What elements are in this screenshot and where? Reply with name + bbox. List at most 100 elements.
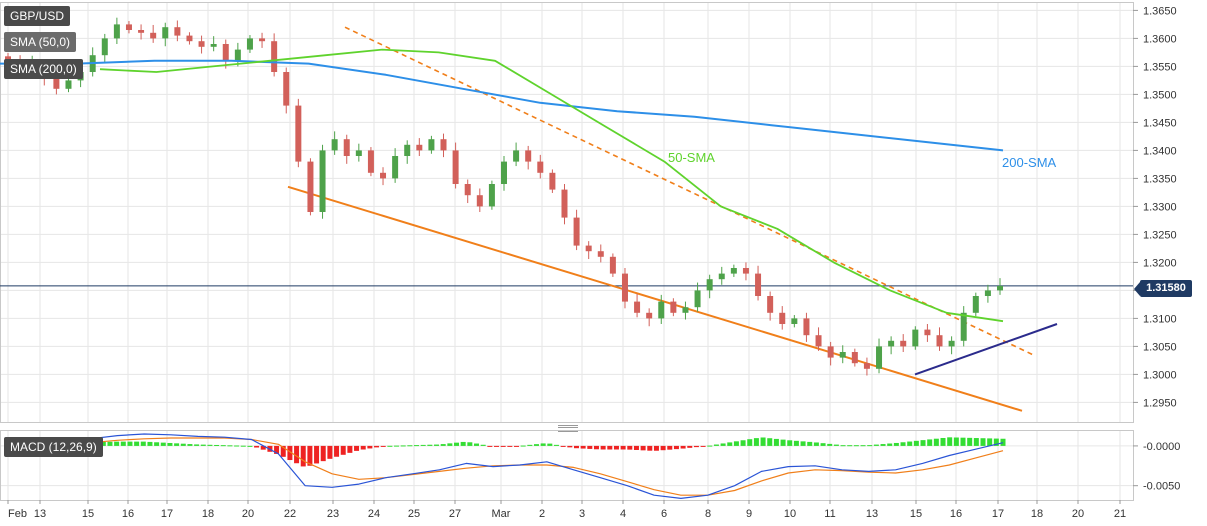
macd-hist-bar-83 — [560, 445, 566, 447]
macd-hist-bar-50 — [340, 445, 346, 455]
candle-body-82 — [997, 285, 1003, 291]
candle-body-81 — [984, 290, 991, 296]
macd-hist-bar-64 — [434, 444, 440, 446]
macd-hist-bar-58 — [394, 445, 400, 447]
macd-hist-bar-111 — [747, 439, 753, 446]
candle-body-64 — [779, 312, 786, 324]
macd-hist-bar-57 — [387, 445, 393, 447]
candle-body-52 — [634, 301, 641, 313]
candle-body-51 — [621, 273, 628, 302]
macd-hist-bar-119 — [800, 441, 806, 446]
macd-hist-bar-92 — [620, 445, 626, 450]
candle-body-11 — [138, 30, 145, 33]
grid — [0, 2, 1133, 500]
candle-body-56 — [682, 307, 689, 313]
macd-hist-bar-30 — [207, 444, 213, 446]
macd-hist-bar-108 — [727, 442, 733, 446]
macd-hist-bar-76 — [513, 445, 519, 447]
main-plot-border — [0, 2, 1134, 423]
x-tick-label-6: 20 — [242, 508, 254, 520]
macd-hist-bar-142 — [953, 437, 959, 446]
macd-hist-bar-116 — [780, 439, 786, 446]
macd-hist-bar-93 — [627, 445, 633, 450]
y-tick-label-9: 1.3200 — [1143, 257, 1177, 269]
macd-hist-bar-20 — [140, 441, 146, 446]
macd-hist-bar-69 — [467, 442, 473, 446]
sma50-line — [99, 48, 1004, 323]
candle-body-67 — [815, 335, 822, 347]
candle-body-75 — [912, 329, 919, 347]
candle-body-39 — [476, 195, 483, 207]
candle-body-22 — [271, 41, 278, 72]
macd-hist-bar-35 — [240, 445, 246, 447]
macd-hist-bar-34 — [234, 445, 240, 447]
macd-hist-bar-77 — [520, 445, 526, 447]
x-tick-label-18: 9 — [746, 508, 752, 520]
macd-hist-bar-38 — [260, 445, 266, 450]
macd-hist-bar-106 — [713, 444, 719, 446]
macd-hist-bar-23 — [160, 442, 166, 446]
x-axis: Feb 13 15 16 17 18 20 22 23 24 25 27 Mar 2 3 4 6 8 9 10 11 13… — [7, 500, 1126, 520]
macd-hist-bar-102 — [687, 445, 693, 448]
x-tick-label-27: 21 — [1114, 508, 1126, 520]
x-tick-label-9: 24 — [368, 508, 380, 520]
candle-body-29 — [355, 150, 362, 156]
macd-hist-bar-52 — [354, 445, 360, 451]
macd-hist-bar-61 — [414, 445, 420, 447]
candle-body-76 — [924, 329, 931, 336]
y-tick-label-3: 1.3500 — [1143, 89, 1177, 101]
candle-body-62 — [755, 273, 762, 296]
macd-hist-bar-21 — [147, 441, 153, 446]
trend-lines — [0, 26, 1133, 412]
macd-hist-bar-134 — [900, 442, 906, 446]
macd-hist-bar-41 — [280, 445, 286, 457]
candle-body-79 — [960, 312, 967, 341]
candle-body-45 — [549, 172, 556, 190]
macd-hist-bar-107 — [720, 443, 726, 446]
y-tick-label-8: 1.3250 — [1143, 229, 1177, 241]
candle-body-78 — [948, 340, 955, 347]
y-tick-label-1: 1.3600 — [1143, 33, 1177, 45]
candle-body-57 — [694, 290, 701, 308]
candle-body-13 — [162, 27, 169, 39]
pane-splitter-handle[interactable] — [558, 425, 578, 432]
macd-hist-bar-123 — [827, 443, 833, 446]
candle-body-74 — [900, 340, 907, 347]
candle-body-54 — [658, 301, 665, 319]
macd-hist-bar-29 — [200, 444, 206, 446]
candle-body-38 — [464, 184, 471, 196]
current-price-tag: 1.31580 — [1134, 280, 1192, 297]
trendline-0 — [344, 26, 1034, 356]
y-tick-label-4: 1.3450 — [1143, 117, 1177, 129]
macd-hist-bar-90 — [607, 445, 613, 450]
annotation-200-sma: 200-SMA — [1002, 155, 1057, 170]
candle-body-43 — [525, 150, 532, 162]
x-tick-label-19: 10 — [784, 508, 796, 520]
macd-hist-bar-26 — [180, 443, 186, 446]
macd-hist-bar-130 — [873, 444, 879, 446]
x-tick-label-23: 16 — [950, 508, 962, 520]
macd-hist-bar-129 — [867, 445, 873, 447]
candle-body-58 — [706, 279, 713, 291]
macd-hist-bar-40 — [274, 445, 280, 454]
macd-hist-bar-22 — [154, 442, 160, 446]
x-tick-label-21: 13 — [866, 508, 878, 520]
macd-hist-bar-66 — [447, 443, 453, 446]
macd-hist-bar-146 — [980, 438, 986, 446]
macd-hist-bar-19 — [134, 441, 140, 446]
candle-body-50 — [609, 256, 616, 274]
macd-hist-bar-74 — [500, 445, 506, 447]
candle-body-41 — [501, 161, 507, 184]
macd-hist-bar-81 — [547, 443, 553, 446]
candle-body-15 — [186, 35, 193, 42]
macd-hist-bar-31 — [214, 444, 220, 446]
candle-body-66 — [803, 318, 810, 336]
macd-hist-bar-101 — [680, 445, 686, 449]
x-tick-label-14: 3 — [579, 508, 585, 520]
macd-hist-bar-94 — [633, 445, 639, 450]
macd-hist-bar-62 — [420, 444, 426, 446]
macd-hist-bar-14 — [100, 441, 106, 446]
candle-body-16 — [198, 41, 205, 47]
x-tick-label-2: 15 — [82, 508, 94, 520]
candle-body-47 — [573, 217, 580, 246]
